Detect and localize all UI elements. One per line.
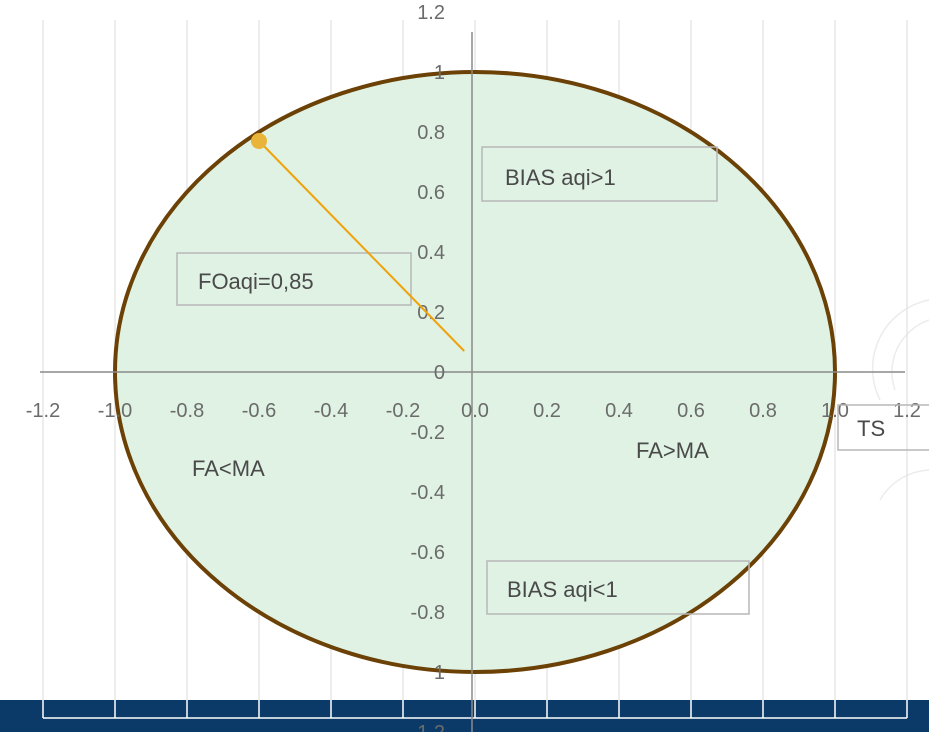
fo-box [176,252,412,306]
y-tick-label-3: 0.6 [417,182,445,204]
x-tick-label-2: -0.8 [170,400,204,422]
bias-high-label: BIAS aqi>1 [505,165,616,190]
y-tick-labels: 1.2 1 0.8 0.6 0.4 0.2 0 -0.2 -0.4 -0.6 -0.8 1 -1.2 [411,2,445,732]
ts-box [837,404,929,451]
watermark-arc-1 [871,299,929,401]
y-tick-label-5: 0.2 [417,302,445,324]
y-tick-label-9: -0.6 [411,542,445,564]
x-tick-label-8: 0.4 [605,400,633,422]
x-tick-label-3: -0.6 [242,400,276,422]
ts-label: TS [857,416,885,441]
x-tick-label-1: -1.0 [98,400,132,422]
fo-line-segment [258,140,465,352]
watermark-arc-2 [891,319,929,391]
y-tick-label-4: 0.4 [417,242,445,264]
y-tick-label-8: -0.4 [411,482,445,504]
x-tick-label-10: 0.8 [749,400,777,422]
y-tick-label-0: 1.2 [417,2,445,24]
y-tick-label-6: 0 [434,362,445,384]
y-tick-label-10: -0.8 [411,602,445,624]
bias-low-label: BIAS aqi<1 [507,577,618,602]
x-tick-label-11: 1.0 [821,400,849,422]
footer-tick-marks [42,700,908,719]
y-tick-label-2: 0.8 [417,122,445,144]
x-tick-label-4: -0.4 [314,400,348,422]
fa-more-label: FA>MA [636,438,709,463]
x-tick-label-12: 1.2 [893,400,921,422]
watermark-arc-3 [879,469,929,501]
x-tick-label-0: -1.2 [26,400,60,422]
x-tick-label-9: 0.6 [677,400,705,422]
bias-low-box [486,560,750,615]
y-tick-label-1: 1 [434,62,445,84]
x-tick-label-6: 0.0 [461,400,489,422]
footer-bar [0,700,929,732]
fo-label: FOaqi=0,85 [198,269,314,294]
fa-less-label: FA<MA [192,456,265,481]
bias-high-box [481,146,718,202]
x-tick-label-5: -0.2 [386,400,420,422]
y-tick-label-11: 1 [434,662,445,684]
x-tick-labels: -1.2 -1.0 -0.8 -0.6 -0.4 -0.2 0.0 0.2 0.4 0.6 0.8 1… [26,400,921,422]
x-tick-label-7: 0.2 [533,400,561,422]
watermark-arcs [871,299,929,501]
y-tick-label-7: -0.2 [411,422,445,444]
data-point [251,133,267,149]
y-tick-label-12: -1.2 [411,722,445,732]
